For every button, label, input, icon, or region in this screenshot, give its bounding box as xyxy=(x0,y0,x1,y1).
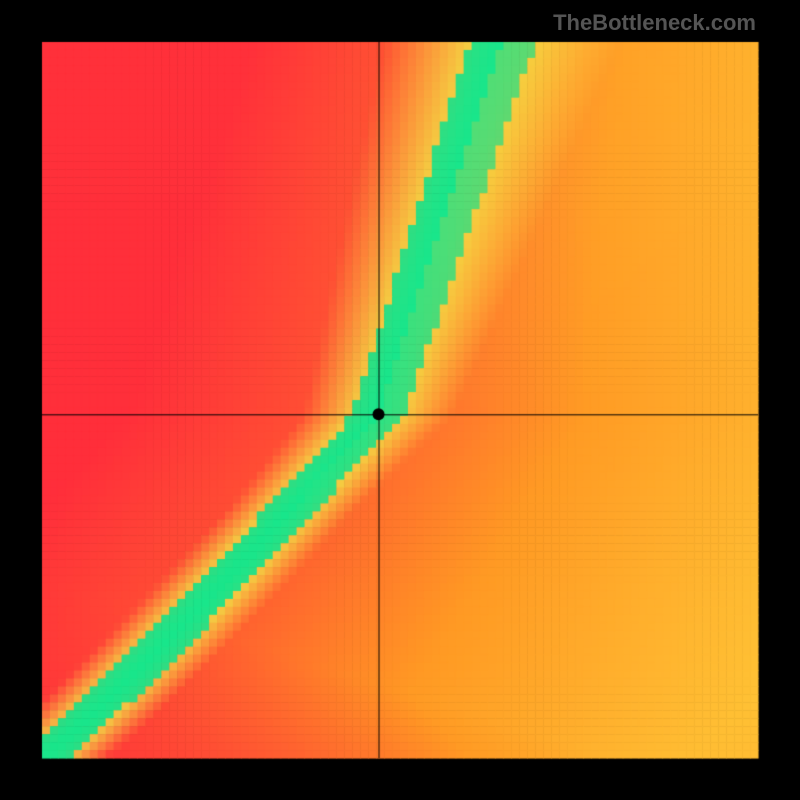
watermark-text: TheBottleneck.com xyxy=(553,10,756,36)
chart-container: TheBottleneck.com xyxy=(0,0,800,800)
heatmap-canvas xyxy=(0,0,800,800)
